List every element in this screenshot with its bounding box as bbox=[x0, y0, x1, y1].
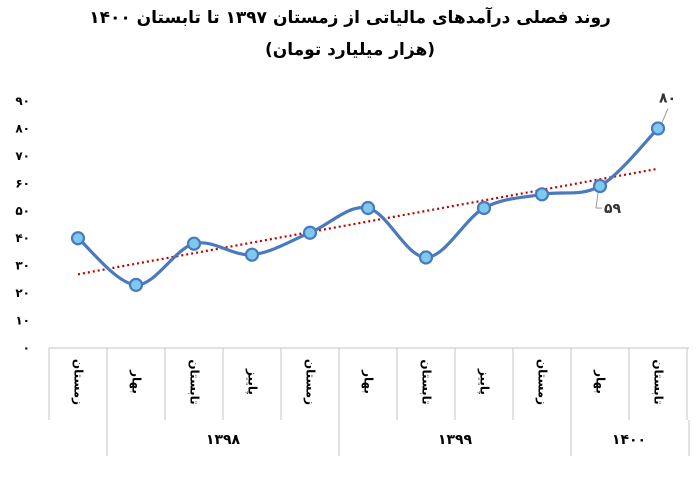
x-tick-label: زمستان bbox=[304, 359, 318, 405]
data-label: ۸۰ bbox=[659, 90, 676, 106]
x-tick-label: پاییز bbox=[478, 368, 492, 395]
y-tick-label: ۸۰ bbox=[15, 121, 30, 135]
x-tick-label: پاییز bbox=[246, 368, 260, 395]
y-tick-label: ۰ bbox=[23, 341, 30, 355]
y-tick-label: ۲۰ bbox=[15, 286, 30, 300]
data-point bbox=[360, 200, 376, 216]
x-tick-label: زمستان bbox=[72, 359, 86, 405]
data-point bbox=[418, 250, 434, 265]
data-label-leader bbox=[661, 108, 669, 123]
y-tick-label: ۵۰ bbox=[15, 204, 30, 218]
data-point bbox=[186, 236, 202, 251]
x-tick-label: بهار bbox=[362, 369, 376, 394]
x-tick-label: بهار bbox=[594, 369, 608, 394]
data-label: ۵۹ bbox=[604, 201, 622, 217]
y-tick-label: ۱۰ bbox=[15, 314, 30, 328]
x-tick-label: تابستان bbox=[420, 359, 434, 404]
data-point bbox=[650, 121, 666, 136]
data-point bbox=[476, 200, 492, 216]
x-tick-label: بهار bbox=[130, 369, 144, 394]
data-point bbox=[534, 187, 550, 202]
data-label-leader bbox=[595, 193, 599, 209]
year-group-label: ۱۳۹۹ bbox=[438, 432, 473, 448]
data-point bbox=[70, 231, 86, 246]
y-tick-label: ۳۰ bbox=[15, 259, 30, 273]
x-tick-label: تابستان bbox=[188, 359, 202, 404]
data-point bbox=[592, 178, 608, 194]
chart-title: روند فصلی درآمدهای مالیاتی از زمستان ۱۳۹… bbox=[89, 8, 611, 28]
y-tick-label: ۴۰ bbox=[15, 231, 30, 245]
y-tick-label: ۹۰ bbox=[15, 94, 30, 108]
trendline bbox=[77, 167, 659, 276]
y-tick-label: ۷۰ bbox=[15, 149, 30, 163]
x-tick-label: تابستان bbox=[652, 359, 666, 404]
year-group-label: ۱۴۰۰ bbox=[612, 432, 646, 448]
data-point bbox=[302, 225, 318, 240]
data-point bbox=[244, 247, 260, 262]
chart-subtitle: (هزار میلیارد تومان) bbox=[264, 40, 436, 60]
year-group-label: ۱۳۹۸ bbox=[206, 432, 241, 448]
x-tick-label: زمستان bbox=[536, 359, 550, 405]
data-point bbox=[128, 277, 144, 292]
y-tick-label: ۶۰ bbox=[15, 176, 30, 190]
